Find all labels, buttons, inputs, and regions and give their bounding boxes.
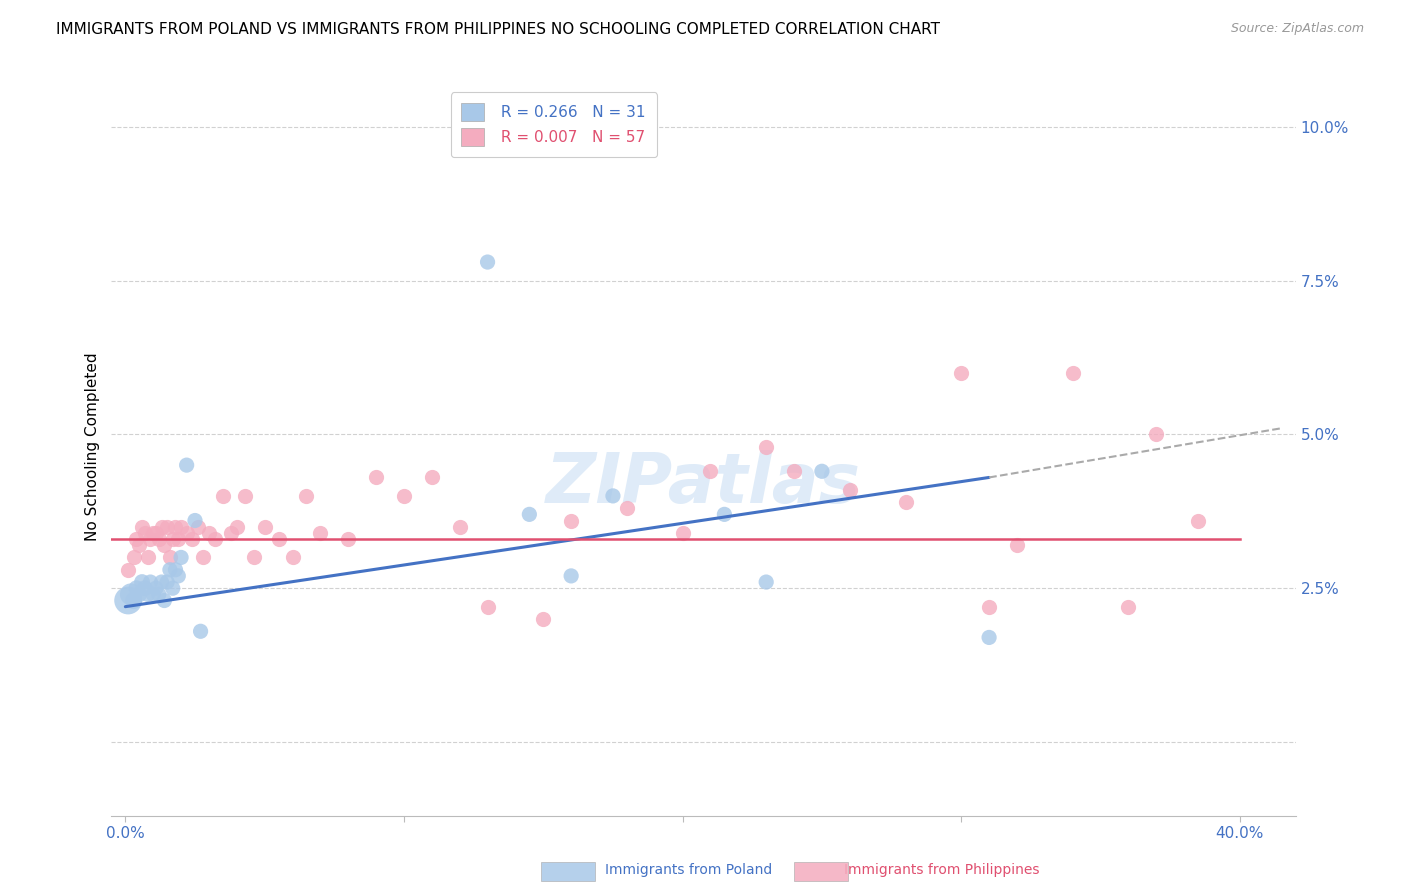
Point [1005,538,1028,552]
Point [838,483,860,497]
Point [117,563,139,577]
Point [1062,366,1084,380]
Legend:  R = 0.266   N = 31,  R = 0.007   N = 57: R = 0.266 N = 31, R = 0.007 N = 57 [450,93,657,157]
Point [150,575,173,590]
Point [193,550,215,565]
Point [184,514,207,528]
Point [811,464,834,478]
Point [145,525,167,540]
Text: Immigrants from Poland: Immigrants from Poland [605,863,772,877]
Point [477,599,499,614]
Point [159,563,181,577]
Point [162,581,184,595]
Point [136,587,159,601]
Point [159,550,181,565]
Point [225,519,247,533]
Point [1144,427,1167,442]
Point [170,519,193,533]
Point [1187,514,1209,528]
Text: IMMIGRANTS FROM POLAND VS IMMIGRANTS FROM PHILIPPINES NO SCHOOLING COMPLETED COR: IMMIGRANTS FROM POLAND VS IMMIGRANTS FRO… [56,22,941,37]
Point [187,519,209,533]
Point [560,569,582,583]
Point [165,519,187,533]
Point [176,458,198,472]
Text: Source: ZipAtlas.com: Source: ZipAtlas.com [1230,22,1364,36]
Point [392,489,415,503]
Point [122,550,145,565]
Point [148,587,170,601]
Point [142,587,165,601]
Text: ZIPatlas: ZIPatlas [546,450,860,517]
Point [517,508,540,522]
Point [122,593,145,607]
Point [156,519,179,533]
Point [295,489,318,503]
Point [142,525,165,540]
Point [219,525,242,540]
Point [699,464,721,478]
Point [128,587,150,601]
Point [165,563,187,577]
Text: Immigrants from Philippines: Immigrants from Philippines [844,863,1039,877]
Point [139,575,162,590]
Point [145,581,167,595]
Point [212,489,235,503]
Point [156,575,179,590]
Point [477,255,499,269]
Point [153,538,176,552]
Point [148,532,170,546]
Point [117,593,139,607]
Point [783,464,806,478]
Point [167,532,190,546]
Point [449,519,471,533]
Point [560,514,582,528]
Point [1118,599,1140,614]
Point [170,550,193,565]
Point [176,525,198,540]
Point [190,624,212,639]
Point [128,538,150,552]
Point [671,525,693,540]
Point [162,532,184,546]
Point [136,550,159,565]
Point [253,519,276,533]
Point [120,587,142,601]
Point [309,525,332,540]
Point [167,569,190,583]
Point [181,532,204,546]
Point [281,550,304,565]
Point [977,599,1000,614]
Point [150,519,173,533]
Point [894,495,917,509]
Point [755,575,778,590]
Point [204,532,226,546]
Point [134,581,156,595]
Point [125,532,148,546]
Point [242,550,264,565]
Point [131,519,153,533]
Point [366,470,388,484]
Point [713,508,735,522]
Point [233,489,256,503]
Point [198,525,221,540]
Point [977,631,1000,645]
Point [267,532,290,546]
Point [139,532,162,546]
Point [131,575,153,590]
Point [134,525,156,540]
Point [125,581,148,595]
Point [755,440,778,454]
Y-axis label: No Schooling Completed: No Schooling Completed [86,352,100,541]
Point [531,612,554,626]
Point [337,532,360,546]
Point [420,470,443,484]
Point [602,489,624,503]
Point [950,366,973,380]
Point [153,593,176,607]
Point [616,501,638,516]
